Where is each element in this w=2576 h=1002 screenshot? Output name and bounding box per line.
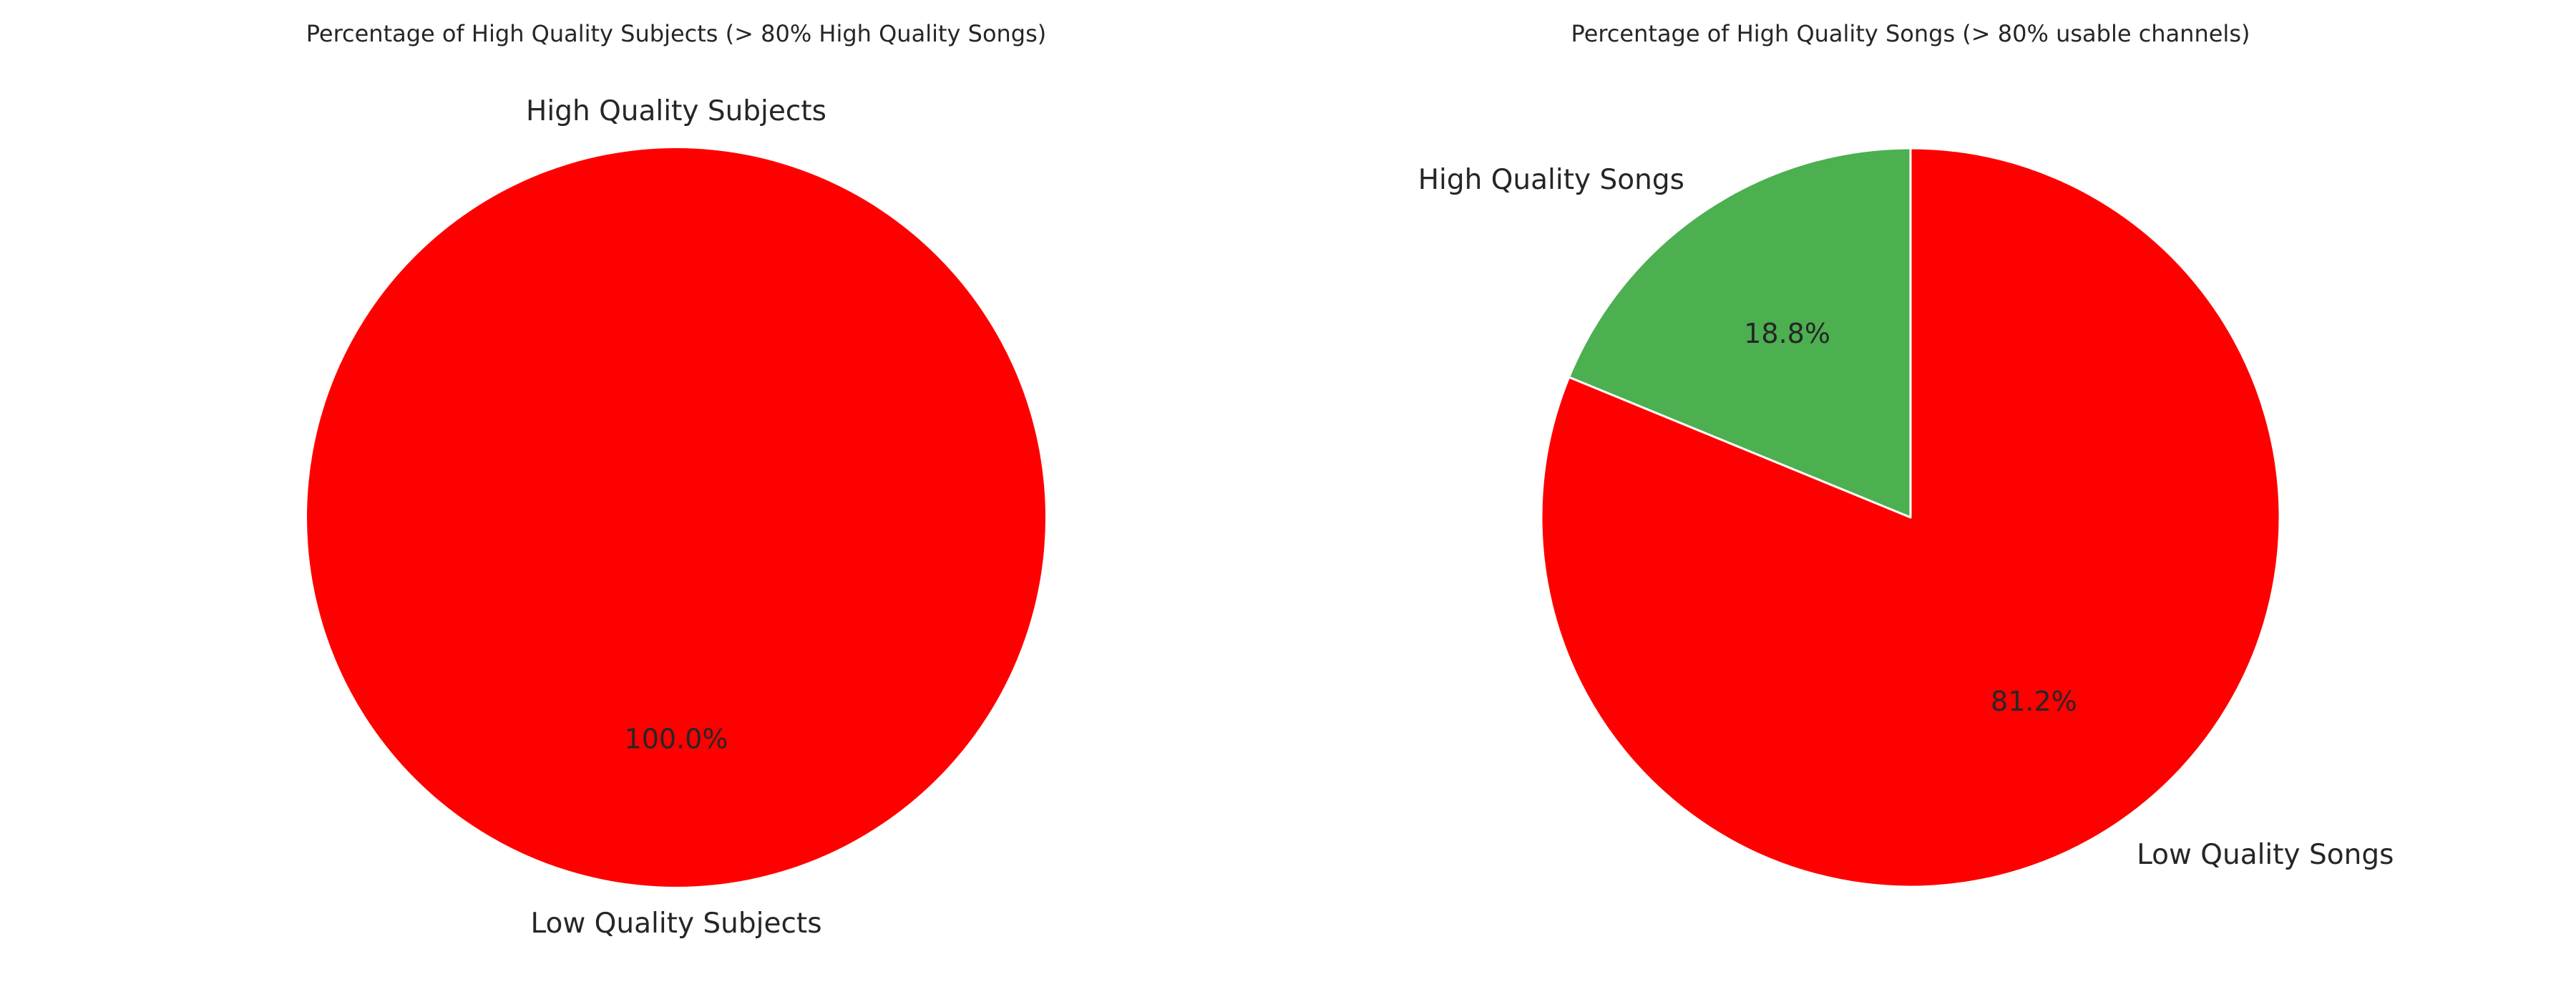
pie-slice-low-quality-subjects (307, 148, 1045, 887)
slice-percent-high-quality-songs: 18.8% (1744, 318, 1830, 349)
slice-percent-low-quality-songs: 81.2% (1991, 686, 2077, 717)
pie-chart-songs: Percentage of High Quality Songs (> 80% … (1418, 20, 2394, 888)
chart-title-subjects: Percentage of High Quality Subjects (> 8… (306, 20, 1047, 47)
chart-title-songs: Percentage of High Quality Songs (> 80% … (1571, 20, 2250, 47)
pie-slice-high-quality-songs (1568, 147, 1912, 519)
slice-label-low-quality-subjects: Low Quality Subjects (530, 908, 821, 940)
slice-label-high-quality-songs: High Quality Songs (1418, 164, 1684, 196)
pie-chart-subjects: Percentage of High Quality Subjects (> 8… (306, 20, 1047, 940)
pie-slice-low-quality-songs (1540, 147, 2281, 888)
slice-percent-low-quality-subjects: 100.0% (625, 724, 728, 755)
slice-label-high-quality-subjects: High Quality Subjects (526, 95, 826, 127)
slice-label-low-quality-songs: Low Quality Songs (2137, 839, 2394, 871)
